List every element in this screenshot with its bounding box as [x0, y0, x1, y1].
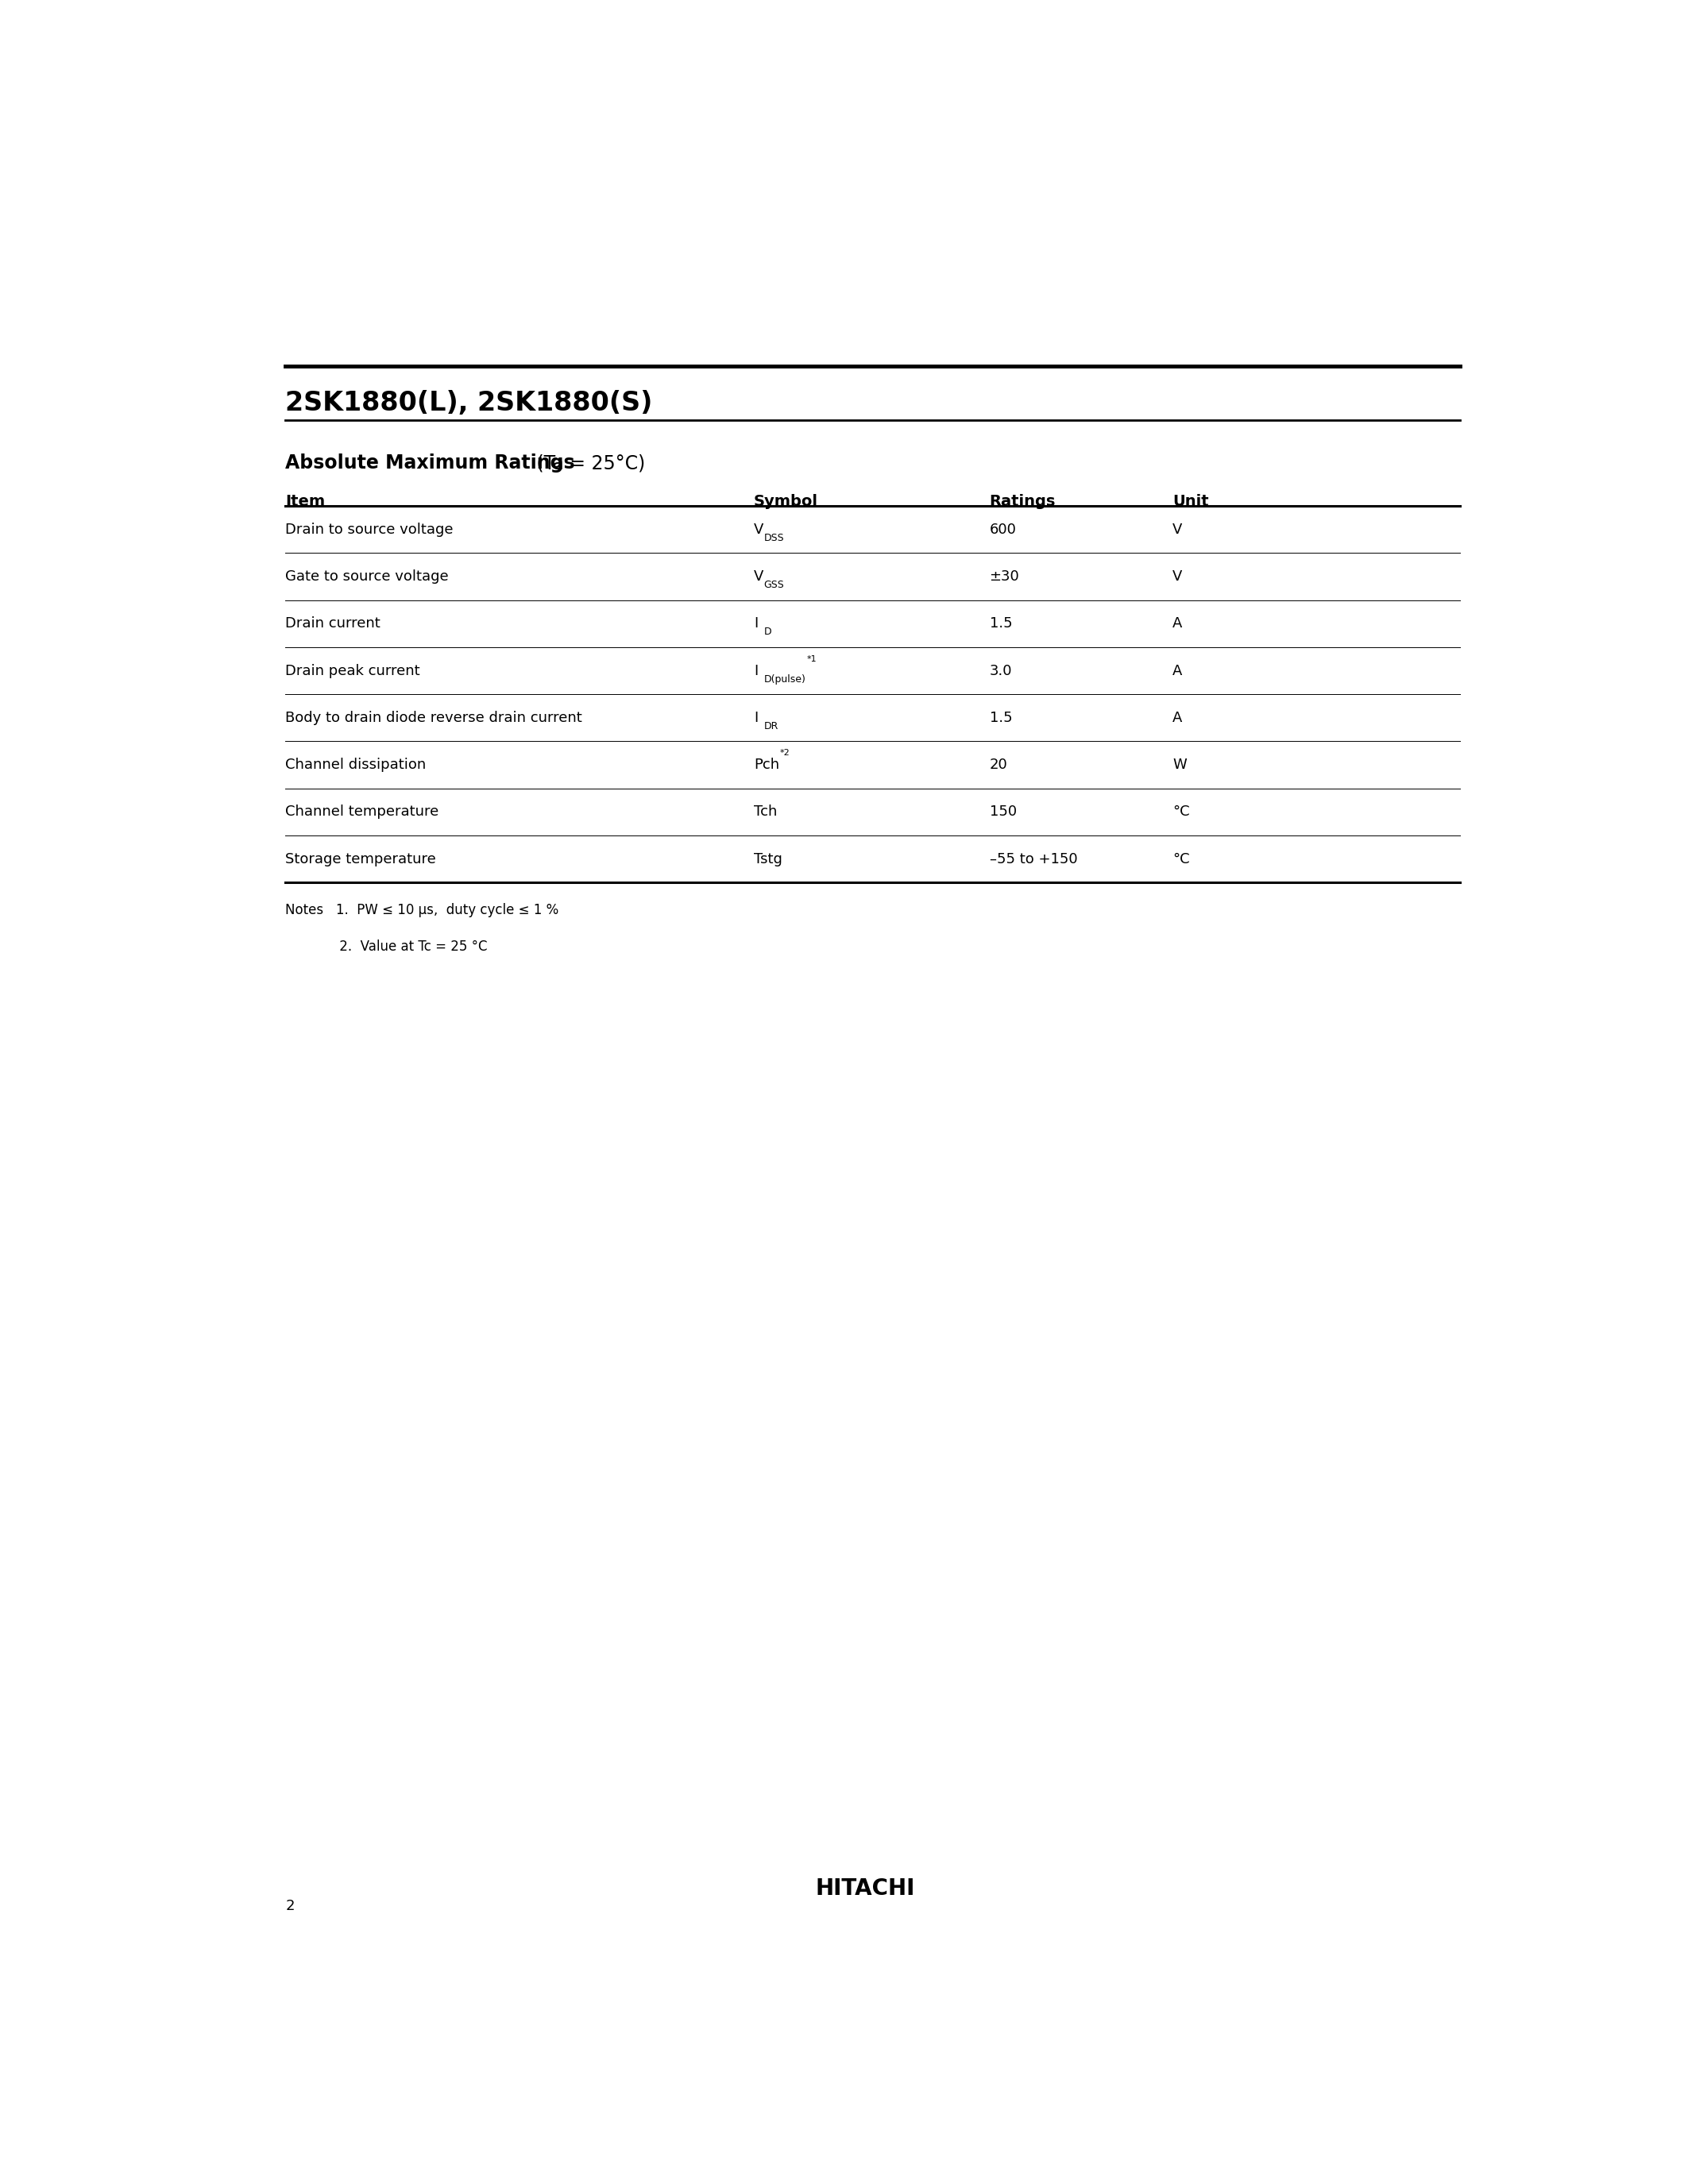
Text: DR: DR — [765, 721, 778, 732]
Text: GSS: GSS — [765, 579, 785, 590]
Text: *1: *1 — [807, 655, 817, 664]
Text: A: A — [1173, 616, 1182, 631]
Text: I: I — [755, 710, 758, 725]
Text: Ratings: Ratings — [989, 494, 1055, 509]
Text: Unit: Unit — [1173, 494, 1209, 509]
Text: V: V — [1173, 570, 1182, 583]
Text: A: A — [1173, 664, 1182, 677]
Text: Body to drain diode reverse drain current: Body to drain diode reverse drain curren… — [285, 710, 582, 725]
Text: Gate to source voltage: Gate to source voltage — [285, 570, 449, 583]
Text: *2: *2 — [780, 749, 790, 758]
Text: A: A — [1173, 710, 1182, 725]
Text: Channel dissipation: Channel dissipation — [285, 758, 427, 773]
Text: 2SK1880(L), 2SK1880(S): 2SK1880(L), 2SK1880(S) — [285, 391, 653, 417]
Text: W: W — [1173, 758, 1187, 773]
Text: I: I — [755, 616, 758, 631]
Text: HITACHI: HITACHI — [815, 1876, 915, 1900]
Text: Notes   1.  PW ≤ 10 μs,  duty cycle ≤ 1 %: Notes 1. PW ≤ 10 μs, duty cycle ≤ 1 % — [285, 902, 559, 917]
Text: V: V — [755, 522, 763, 537]
Text: °C: °C — [1173, 806, 1190, 819]
Text: Channel temperature: Channel temperature — [285, 806, 439, 819]
Text: 2: 2 — [285, 1900, 295, 1913]
Text: Tstg: Tstg — [755, 852, 783, 867]
Text: D(pulse): D(pulse) — [765, 675, 805, 684]
Text: Tch: Tch — [755, 806, 776, 819]
Text: 1.5: 1.5 — [989, 616, 1013, 631]
Text: V: V — [1173, 522, 1182, 537]
Text: °C: °C — [1173, 852, 1190, 867]
Text: Drain peak current: Drain peak current — [285, 664, 420, 677]
Text: 3.0: 3.0 — [989, 664, 1013, 677]
Text: 20: 20 — [989, 758, 1008, 773]
Text: I: I — [755, 664, 758, 677]
Text: 2.  Value at Tc = 25 °C: 2. Value at Tc = 25 °C — [285, 939, 488, 954]
Text: 1.5: 1.5 — [989, 710, 1013, 725]
Text: D: D — [765, 627, 771, 638]
Text: Symbol: Symbol — [755, 494, 819, 509]
Text: V: V — [755, 570, 763, 583]
Text: Absolute Maximum Ratings: Absolute Maximum Ratings — [285, 454, 576, 474]
Text: –55 to +150: –55 to +150 — [989, 852, 1077, 867]
Text: 600: 600 — [989, 522, 1016, 537]
Text: Pch: Pch — [755, 758, 780, 773]
Text: ±30: ±30 — [989, 570, 1020, 583]
Text: Storage temperature: Storage temperature — [285, 852, 436, 867]
Text: Drain current: Drain current — [285, 616, 381, 631]
Text: Item: Item — [285, 494, 326, 509]
Text: 150: 150 — [989, 806, 1016, 819]
Text: Drain to source voltage: Drain to source voltage — [285, 522, 454, 537]
Text: DSS: DSS — [765, 533, 785, 544]
Text: (Ta = 25°C): (Ta = 25°C) — [530, 454, 645, 474]
